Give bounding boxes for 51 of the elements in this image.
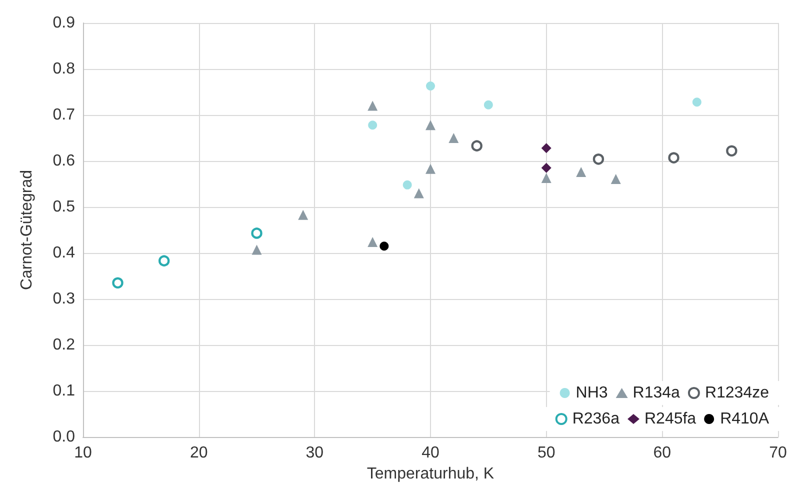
point (692, 98, 702, 107)
point (380, 242, 389, 251)
y-tick-label: 0.0 (52, 428, 76, 446)
point (541, 162, 552, 173)
y-tick-label: 0.6 (52, 152, 76, 170)
point (298, 210, 308, 220)
point (576, 167, 586, 178)
point (158, 255, 170, 266)
x-tick-label: 20 (190, 444, 208, 462)
x-tick-label: 30 (306, 444, 324, 462)
point (592, 154, 604, 165)
y-tick-label: 0.5 (52, 198, 76, 216)
point (414, 188, 424, 198)
point (426, 164, 436, 174)
x-axis-title: Temperaturhub, K (366, 465, 494, 482)
y-tick-label: 0.3 (52, 290, 76, 308)
y-tick-label: 0.7 (52, 106, 76, 124)
point (402, 180, 412, 190)
x-tick-label: 50 (537, 444, 556, 462)
y-tick-label: 0.8 (52, 60, 76, 78)
point (112, 277, 124, 288)
point (426, 120, 436, 130)
legend-label: NH3 (576, 384, 608, 402)
point (448, 133, 459, 143)
point (252, 244, 262, 255)
point (610, 174, 621, 184)
point (484, 100, 493, 110)
point (426, 82, 435, 91)
x-tick-label: 10 (74, 444, 92, 462)
point (368, 100, 378, 111)
y-tick-label: 0.4 (52, 244, 76, 262)
y-tick-label: 0.2 (52, 336, 76, 354)
x-tick-label: 70 (769, 444, 787, 462)
legend-label: R1234ze (704, 384, 770, 402)
point (368, 236, 378, 247)
x-tick-label: 40 (422, 444, 440, 462)
x-tick-label: 60 (653, 444, 672, 462)
legend-label: R134a (632, 384, 680, 402)
point (541, 173, 552, 184)
point (368, 120, 378, 130)
point (251, 228, 262, 239)
y-axis-title: Carnot-Gütegrad (18, 170, 36, 290)
legend-label: R245fa (644, 410, 696, 428)
point (541, 143, 552, 154)
legend-label: R236a (572, 410, 620, 428)
point (471, 140, 482, 152)
y-tick-label: 0.9 (52, 14, 76, 32)
point (668, 152, 680, 164)
point (726, 145, 738, 156)
legend-label: R410A (720, 410, 770, 428)
y-tick-label: 0.1 (52, 382, 76, 400)
